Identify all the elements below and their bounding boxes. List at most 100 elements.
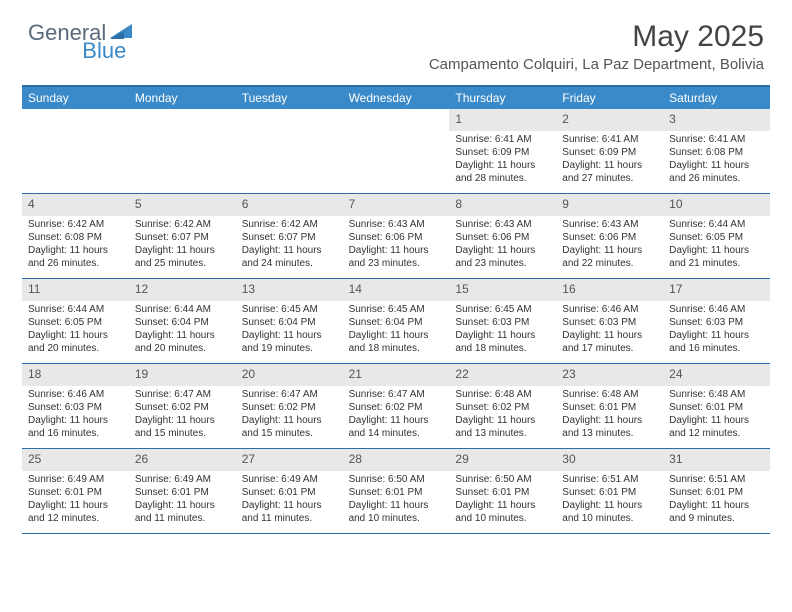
- daylight-line: Daylight: 11 hours and 20 minutes.: [28, 329, 123, 355]
- day-info: Sunrise: 6:42 AMSunset: 6:08 PMDaylight:…: [22, 218, 129, 270]
- day-info: Sunrise: 6:43 AMSunset: 6:06 PMDaylight:…: [449, 218, 556, 270]
- week-row: 4Sunrise: 6:42 AMSunset: 6:08 PMDaylight…: [22, 194, 770, 279]
- daylight-line: Daylight: 11 hours and 23 minutes.: [349, 244, 444, 270]
- sunrise-line: Sunrise: 6:46 AM: [669, 303, 764, 316]
- sunset-line: Sunset: 6:09 PM: [455, 146, 550, 159]
- day-cell: 22Sunrise: 6:48 AMSunset: 6:02 PMDayligh…: [449, 364, 556, 448]
- daylight-line: Daylight: 11 hours and 26 minutes.: [669, 159, 764, 185]
- sunset-line: Sunset: 6:06 PM: [455, 231, 550, 244]
- daylight-line: Daylight: 11 hours and 17 minutes.: [562, 329, 657, 355]
- day-cell: 28Sunrise: 6:50 AMSunset: 6:01 PMDayligh…: [343, 449, 450, 533]
- day-number: 25: [22, 449, 129, 471]
- sunset-line: Sunset: 6:01 PM: [562, 401, 657, 414]
- daylight-line: Daylight: 11 hours and 9 minutes.: [669, 499, 764, 525]
- sunset-line: Sunset: 6:03 PM: [455, 316, 550, 329]
- day-info: Sunrise: 6:45 AMSunset: 6:04 PMDaylight:…: [236, 303, 343, 355]
- day-number: 11: [22, 279, 129, 301]
- logo: General Blue: [28, 20, 184, 46]
- sunset-line: Sunset: 6:01 PM: [242, 486, 337, 499]
- sunrise-line: Sunrise: 6:44 AM: [28, 303, 123, 316]
- daylight-line: Daylight: 11 hours and 25 minutes.: [135, 244, 230, 270]
- sunset-line: Sunset: 6:01 PM: [669, 486, 764, 499]
- day-number: 4: [22, 194, 129, 216]
- day-cell: 17Sunrise: 6:46 AMSunset: 6:03 PMDayligh…: [663, 279, 770, 363]
- sunset-line: Sunset: 6:07 PM: [135, 231, 230, 244]
- sunrise-line: Sunrise: 6:48 AM: [669, 388, 764, 401]
- daylight-line: Daylight: 11 hours and 18 minutes.: [349, 329, 444, 355]
- sunrise-line: Sunrise: 6:47 AM: [242, 388, 337, 401]
- day-number: 28: [343, 449, 450, 471]
- daylight-line: Daylight: 11 hours and 13 minutes.: [455, 414, 550, 440]
- day-info: Sunrise: 6:42 AMSunset: 6:07 PMDaylight:…: [129, 218, 236, 270]
- sunrise-line: Sunrise: 6:43 AM: [455, 218, 550, 231]
- week-row: 1Sunrise: 6:41 AMSunset: 6:09 PMDaylight…: [22, 109, 770, 194]
- weekday-cell: Friday: [556, 87, 663, 109]
- sunrise-line: Sunrise: 6:44 AM: [669, 218, 764, 231]
- day-info: Sunrise: 6:41 AMSunset: 6:09 PMDaylight:…: [449, 133, 556, 185]
- day-info: Sunrise: 6:47 AMSunset: 6:02 PMDaylight:…: [129, 388, 236, 440]
- day-cell: 18Sunrise: 6:46 AMSunset: 6:03 PMDayligh…: [22, 364, 129, 448]
- sunrise-line: Sunrise: 6:41 AM: [562, 133, 657, 146]
- sunrise-line: Sunrise: 6:43 AM: [349, 218, 444, 231]
- daylight-line: Daylight: 11 hours and 13 minutes.: [562, 414, 657, 440]
- day-cell: 16Sunrise: 6:46 AMSunset: 6:03 PMDayligh…: [556, 279, 663, 363]
- daylight-line: Daylight: 11 hours and 15 minutes.: [135, 414, 230, 440]
- day-cell: 6Sunrise: 6:42 AMSunset: 6:07 PMDaylight…: [236, 194, 343, 278]
- sunrise-line: Sunrise: 6:50 AM: [349, 473, 444, 486]
- day-number: 24: [663, 364, 770, 386]
- day-info: Sunrise: 6:48 AMSunset: 6:01 PMDaylight:…: [556, 388, 663, 440]
- day-info: Sunrise: 6:42 AMSunset: 6:07 PMDaylight:…: [236, 218, 343, 270]
- daylight-line: Daylight: 11 hours and 16 minutes.: [28, 414, 123, 440]
- day-info: Sunrise: 6:49 AMSunset: 6:01 PMDaylight:…: [22, 473, 129, 525]
- sunset-line: Sunset: 6:04 PM: [349, 316, 444, 329]
- sunrise-line: Sunrise: 6:45 AM: [349, 303, 444, 316]
- sunset-line: Sunset: 6:02 PM: [349, 401, 444, 414]
- day-number: 30: [556, 449, 663, 471]
- day-cell: 11Sunrise: 6:44 AMSunset: 6:05 PMDayligh…: [22, 279, 129, 363]
- day-info: Sunrise: 6:50 AMSunset: 6:01 PMDaylight:…: [449, 473, 556, 525]
- day-number: 1: [449, 109, 556, 131]
- sunrise-line: Sunrise: 6:41 AM: [455, 133, 550, 146]
- day-cell: 27Sunrise: 6:49 AMSunset: 6:01 PMDayligh…: [236, 449, 343, 533]
- location-text: Campamento Colquiri, La Paz Department, …: [429, 56, 764, 73]
- weekday-cell: Saturday: [663, 87, 770, 109]
- sunset-line: Sunset: 6:08 PM: [669, 146, 764, 159]
- day-number: 2: [556, 109, 663, 131]
- weekday-cell: Wednesday: [343, 87, 450, 109]
- day-info: Sunrise: 6:44 AMSunset: 6:05 PMDaylight:…: [663, 218, 770, 270]
- sunset-line: Sunset: 6:04 PM: [242, 316, 337, 329]
- day-cell: [129, 109, 236, 193]
- day-cell: 21Sunrise: 6:47 AMSunset: 6:02 PMDayligh…: [343, 364, 450, 448]
- day-info: Sunrise: 6:45 AMSunset: 6:04 PMDaylight:…: [343, 303, 450, 355]
- weekday-header-row: SundayMondayTuesdayWednesdayThursdayFrid…: [22, 87, 770, 109]
- day-info: Sunrise: 6:46 AMSunset: 6:03 PMDaylight:…: [556, 303, 663, 355]
- sunrise-line: Sunrise: 6:45 AM: [242, 303, 337, 316]
- sunrise-line: Sunrise: 6:43 AM: [562, 218, 657, 231]
- day-number: 6: [236, 194, 343, 216]
- sunrise-line: Sunrise: 6:51 AM: [669, 473, 764, 486]
- day-cell: [343, 109, 450, 193]
- sunset-line: Sunset: 6:01 PM: [562, 486, 657, 499]
- day-info: Sunrise: 6:44 AMSunset: 6:05 PMDaylight:…: [22, 303, 129, 355]
- sunset-line: Sunset: 6:01 PM: [455, 486, 550, 499]
- daylight-line: Daylight: 11 hours and 12 minutes.: [669, 414, 764, 440]
- day-cell: 14Sunrise: 6:45 AMSunset: 6:04 PMDayligh…: [343, 279, 450, 363]
- daylight-line: Daylight: 11 hours and 11 minutes.: [242, 499, 337, 525]
- weekday-cell: Sunday: [22, 87, 129, 109]
- day-info: Sunrise: 6:46 AMSunset: 6:03 PMDaylight:…: [22, 388, 129, 440]
- daylight-line: Daylight: 11 hours and 10 minutes.: [562, 499, 657, 525]
- sunrise-line: Sunrise: 6:42 AM: [242, 218, 337, 231]
- weekday-cell: Thursday: [449, 87, 556, 109]
- day-cell: 4Sunrise: 6:42 AMSunset: 6:08 PMDaylight…: [22, 194, 129, 278]
- day-info: Sunrise: 6:50 AMSunset: 6:01 PMDaylight:…: [343, 473, 450, 525]
- day-number: 18: [22, 364, 129, 386]
- weekday-cell: Tuesday: [236, 87, 343, 109]
- day-info: Sunrise: 6:48 AMSunset: 6:02 PMDaylight:…: [449, 388, 556, 440]
- daylight-line: Daylight: 11 hours and 22 minutes.: [562, 244, 657, 270]
- day-info: Sunrise: 6:43 AMSunset: 6:06 PMDaylight:…: [556, 218, 663, 270]
- daylight-line: Daylight: 11 hours and 16 minutes.: [669, 329, 764, 355]
- day-cell: 7Sunrise: 6:43 AMSunset: 6:06 PMDaylight…: [343, 194, 450, 278]
- day-number: 9: [556, 194, 663, 216]
- daylight-line: Daylight: 11 hours and 23 minutes.: [455, 244, 550, 270]
- sunset-line: Sunset: 6:01 PM: [669, 401, 764, 414]
